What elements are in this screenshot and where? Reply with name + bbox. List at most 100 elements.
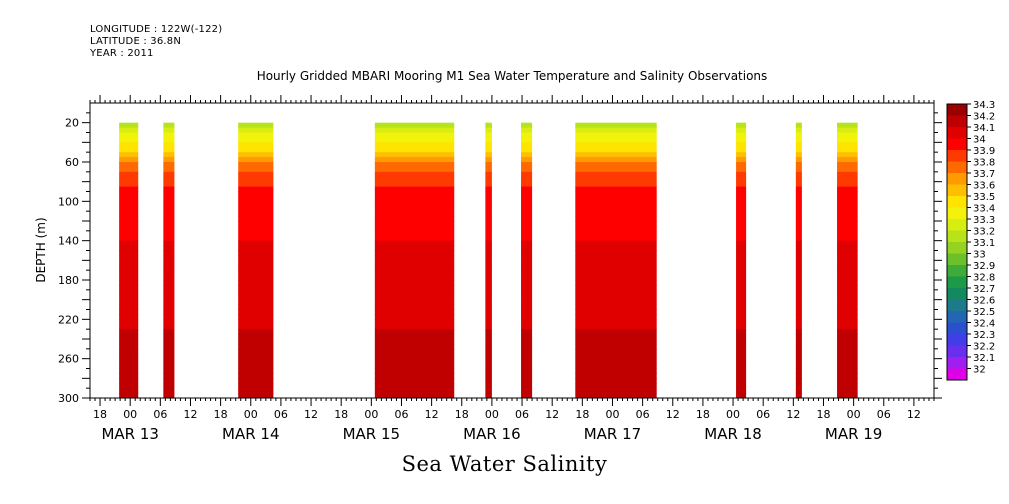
salinity-cell — [374, 378, 455, 384]
salinity-cell — [521, 157, 533, 163]
salinity-cell — [837, 235, 858, 242]
salinity-cell — [795, 383, 802, 389]
salinity-cell — [374, 260, 455, 266]
data-layer — [119, 122, 858, 399]
colorbar-swatch — [947, 242, 967, 254]
salinity-cell — [736, 137, 747, 143]
salinity-cell — [119, 206, 139, 212]
salinity-cell — [575, 157, 657, 163]
salinity-cell — [485, 191, 492, 197]
data-column — [736, 122, 747, 399]
salinity-cell — [119, 186, 139, 192]
salinity-cell — [837, 186, 858, 192]
salinity-cell — [374, 343, 455, 350]
colorbar-swatch — [947, 127, 967, 139]
salinity-cell — [575, 334, 657, 340]
salinity-cell — [163, 319, 175, 325]
x-hour-label: 18 — [575, 408, 589, 421]
salinity-cell — [374, 127, 455, 133]
salinity-cell — [837, 275, 858, 281]
salinity-cell — [485, 225, 492, 232]
salinity-cell — [163, 284, 175, 291]
salinity-cell — [485, 162, 492, 168]
colorbar-swatch — [947, 196, 967, 208]
salinity-cell — [485, 314, 492, 320]
colorbar-swatch — [947, 265, 967, 277]
salinity-cell — [119, 235, 139, 242]
latitude-label: LATITUDE : 36.8N — [90, 36, 182, 47]
x-hour-label: 12 — [786, 408, 800, 421]
salinity-cell — [374, 176, 455, 183]
salinity-cell — [238, 363, 274, 369]
salinity-cell — [374, 221, 455, 227]
colorbar-label: 33 — [973, 250, 986, 261]
x-date-label: MAR 17 — [584, 425, 641, 443]
salinity-cell — [238, 353, 274, 360]
salinity-cell — [521, 221, 533, 227]
salinity-cell — [521, 260, 533, 266]
salinity-cell — [575, 393, 657, 399]
salinity-cell — [837, 348, 858, 355]
salinity-cell — [795, 343, 802, 350]
salinity-cell — [736, 348, 747, 355]
salinity-cell — [736, 260, 747, 266]
salinity-cell — [163, 221, 175, 227]
salinity-cell — [374, 196, 455, 202]
salinity-cell — [837, 339, 858, 345]
salinity-cell — [736, 171, 747, 178]
x-date-label: MAR 14 — [222, 425, 279, 443]
colorbar-swatch — [947, 276, 967, 289]
salinity-cell — [163, 157, 175, 163]
salinity-cell — [163, 255, 175, 261]
colorbar-label: 33.2 — [973, 227, 995, 238]
x-hour-label: 06 — [877, 408, 891, 421]
salinity-cell — [795, 275, 802, 281]
salinity-cell — [795, 353, 802, 360]
salinity-cell — [238, 368, 274, 374]
salinity-cell — [575, 383, 657, 389]
salinity-cell — [163, 289, 175, 296]
colorbar-swatch — [947, 311, 967, 323]
salinity-cell — [238, 152, 274, 158]
salinity-cell — [374, 216, 455, 222]
salinity-cell — [837, 132, 858, 138]
salinity-cell — [521, 319, 533, 325]
salinity-cell — [163, 388, 175, 394]
salinity-cell — [238, 176, 274, 183]
salinity-cell — [575, 294, 657, 301]
salinity-cell — [837, 334, 858, 340]
salinity-cell — [795, 137, 802, 143]
salinity-cell — [119, 142, 139, 148]
salinity-cell — [795, 289, 802, 296]
salinity-cell — [575, 314, 657, 320]
salinity-cell — [837, 191, 858, 197]
salinity-cell — [521, 373, 533, 379]
salinity-cell — [736, 339, 747, 345]
salinity-cell — [374, 275, 455, 281]
salinity-cell — [485, 260, 492, 266]
salinity-cell — [521, 122, 533, 129]
salinity-cell — [736, 388, 747, 394]
salinity-cell — [736, 289, 747, 296]
salinity-cell — [238, 289, 274, 296]
salinity-cell — [575, 181, 657, 188]
salinity-cell — [374, 265, 455, 271]
salinity-cell — [119, 329, 139, 335]
salinity-cell — [736, 216, 747, 222]
salinity-cell — [163, 230, 175, 237]
salinity-cell — [119, 353, 139, 360]
salinity-cell — [837, 206, 858, 212]
salinity-cell — [575, 147, 657, 153]
salinity-cell — [119, 221, 139, 227]
salinity-cell — [163, 166, 175, 173]
salinity-cell — [119, 230, 139, 237]
x-hour-label: 00 — [485, 408, 499, 421]
salinity-cell — [521, 388, 533, 394]
salinity-cell — [374, 289, 455, 296]
salinity-cell — [837, 255, 858, 261]
salinity-cell — [837, 343, 858, 350]
salinity-cell — [521, 255, 533, 261]
salinity-cell — [521, 363, 533, 369]
salinity-cell — [521, 152, 533, 158]
plot-frame — [89, 102, 935, 399]
